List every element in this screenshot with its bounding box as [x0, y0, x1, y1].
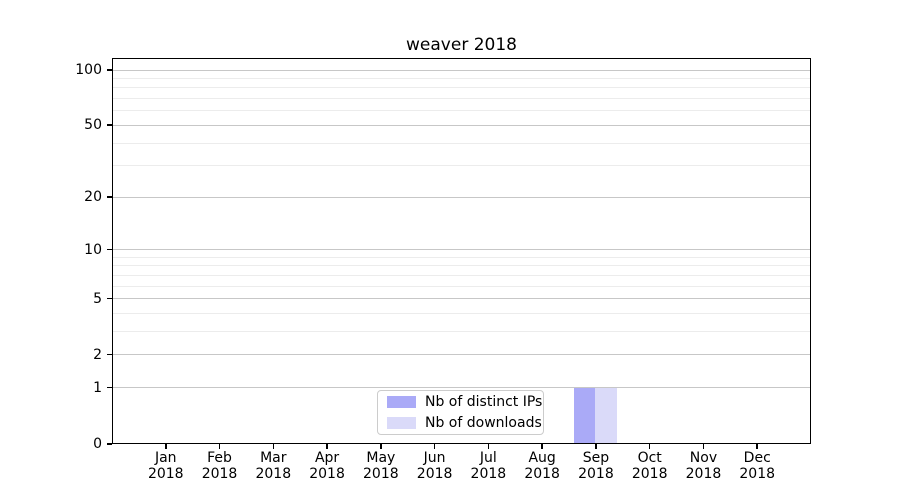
- x-tick-label: Aug 2018: [512, 450, 572, 482]
- gridline-minor: [113, 110, 810, 112]
- year-label: 2018: [578, 466, 614, 482]
- gridline-minor: [113, 77, 810, 79]
- month-label: Dec: [743, 450, 771, 466]
- x-tick-label: Sep 2018: [566, 450, 626, 482]
- gridline-major: [113, 69, 810, 71]
- y-tick-label: 2: [93, 346, 102, 363]
- y-tick-label: 20: [84, 189, 102, 206]
- gridline-minor: [113, 265, 810, 267]
- year-label: 2018: [147, 466, 184, 482]
- month-label: Aug: [528, 450, 556, 466]
- gridline-minor: [113, 313, 810, 315]
- x-tick-label: Oct 2018: [620, 450, 680, 482]
- year-label: 2018: [416, 466, 453, 482]
- month-label: Jul: [479, 450, 497, 466]
- legend-swatch: [387, 417, 416, 429]
- bar-nb-of-distinct-ips: [573, 388, 596, 443]
- year-label: 2018: [685, 466, 722, 482]
- x-tick-mark: [272, 444, 275, 449]
- legend-label: Nb of distinct IPs: [425, 394, 543, 410]
- month-label: Jun: [423, 450, 446, 466]
- gridline-minor: [113, 165, 810, 167]
- gridline-minor: [113, 274, 810, 276]
- x-tick-mark: [702, 444, 705, 449]
- x-tick-label: Mar 2018: [243, 450, 303, 482]
- y-tick-mark: [107, 386, 112, 389]
- x-tick-mark: [756, 444, 758, 449]
- x-tick-label: Jul 2018: [458, 450, 518, 482]
- y-tick-label: 50: [84, 117, 102, 134]
- month-label: Feb: [207, 450, 232, 466]
- gridline-minor: [113, 98, 810, 100]
- month-label: May: [366, 450, 396, 466]
- x-tick-label: Feb 2018: [190, 450, 250, 482]
- year-label: 2018: [631, 466, 668, 482]
- gridline-major: [113, 249, 810, 251]
- x-tick-label: Apr 2018: [297, 450, 357, 482]
- month-label: Apr: [314, 450, 340, 466]
- y-tick-label: 5: [93, 290, 102, 307]
- y-tick-label: 10: [84, 241, 102, 258]
- x-tick-mark: [487, 444, 490, 449]
- y-tick-mark: [107, 248, 112, 251]
- x-tick-label: Nov 2018: [673, 450, 733, 482]
- gridline-minor: [113, 87, 810, 89]
- month-label: Nov: [689, 450, 718, 466]
- legend-row: Nb of distinct IPs: [387, 394, 542, 410]
- gridline-minor: [113, 331, 810, 333]
- gridline-minor: [113, 285, 810, 287]
- x-tick-label: Jun 2018: [405, 450, 465, 482]
- y-tick-mark: [107, 124, 112, 126]
- x-tick-mark: [218, 444, 221, 449]
- legend-swatch: [387, 396, 416, 408]
- y-tick-mark: [107, 443, 112, 445]
- gridline-major: [113, 354, 810, 356]
- month-label: Sep: [582, 450, 610, 466]
- legend-row: Nb of downloads: [387, 415, 542, 431]
- x-tick-mark: [433, 444, 436, 449]
- gridline-minor: [113, 142, 810, 144]
- y-tick-mark: [107, 297, 112, 300]
- year-label: 2018: [309, 466, 345, 482]
- x-tick-mark: [541, 444, 543, 449]
- gridline-major: [113, 298, 810, 300]
- y-tick-label: 100: [75, 62, 102, 78]
- month-label: Mar: [260, 450, 287, 466]
- x-tick-mark: [380, 444, 382, 449]
- gridline-major: [113, 387, 810, 389]
- legend-label: Nb of downloads: [425, 415, 542, 431]
- x-tick-mark: [595, 444, 597, 449]
- plot-area: [112, 58, 811, 444]
- x-tick-label: Dec 2018: [727, 450, 787, 482]
- month-label: Jan: [154, 450, 177, 466]
- year-label: 2018: [255, 466, 292, 482]
- x-tick-mark: [648, 444, 651, 449]
- bar-nb-of-downloads: [595, 388, 617, 443]
- x-tick-label: Jan 2018: [136, 450, 196, 482]
- year-label: 2018: [201, 466, 238, 482]
- x-tick-mark: [326, 444, 328, 449]
- gridline-major: [113, 124, 810, 126]
- gridline-minor: [113, 256, 810, 258]
- year-label: 2018: [739, 466, 776, 482]
- y-tick-label: 0: [93, 436, 102, 452]
- legend: Nb of distinct IPs Nb of downloads: [377, 390, 544, 435]
- y-tick-label: 1: [93, 379, 102, 396]
- y-tick-mark: [107, 353, 112, 356]
- y-tick-mark: [107, 69, 112, 71]
- month-label: Oct: [637, 450, 662, 466]
- x-tick-mark: [165, 444, 167, 449]
- gridline-major: [113, 196, 810, 198]
- year-label: 2018: [470, 466, 507, 482]
- chart-title: weaver 2018: [406, 35, 517, 55]
- year-label: 2018: [524, 466, 560, 482]
- x-tick-label: May 2018: [351, 450, 411, 482]
- y-tick-mark: [107, 196, 112, 198]
- year-label: 2018: [363, 466, 399, 482]
